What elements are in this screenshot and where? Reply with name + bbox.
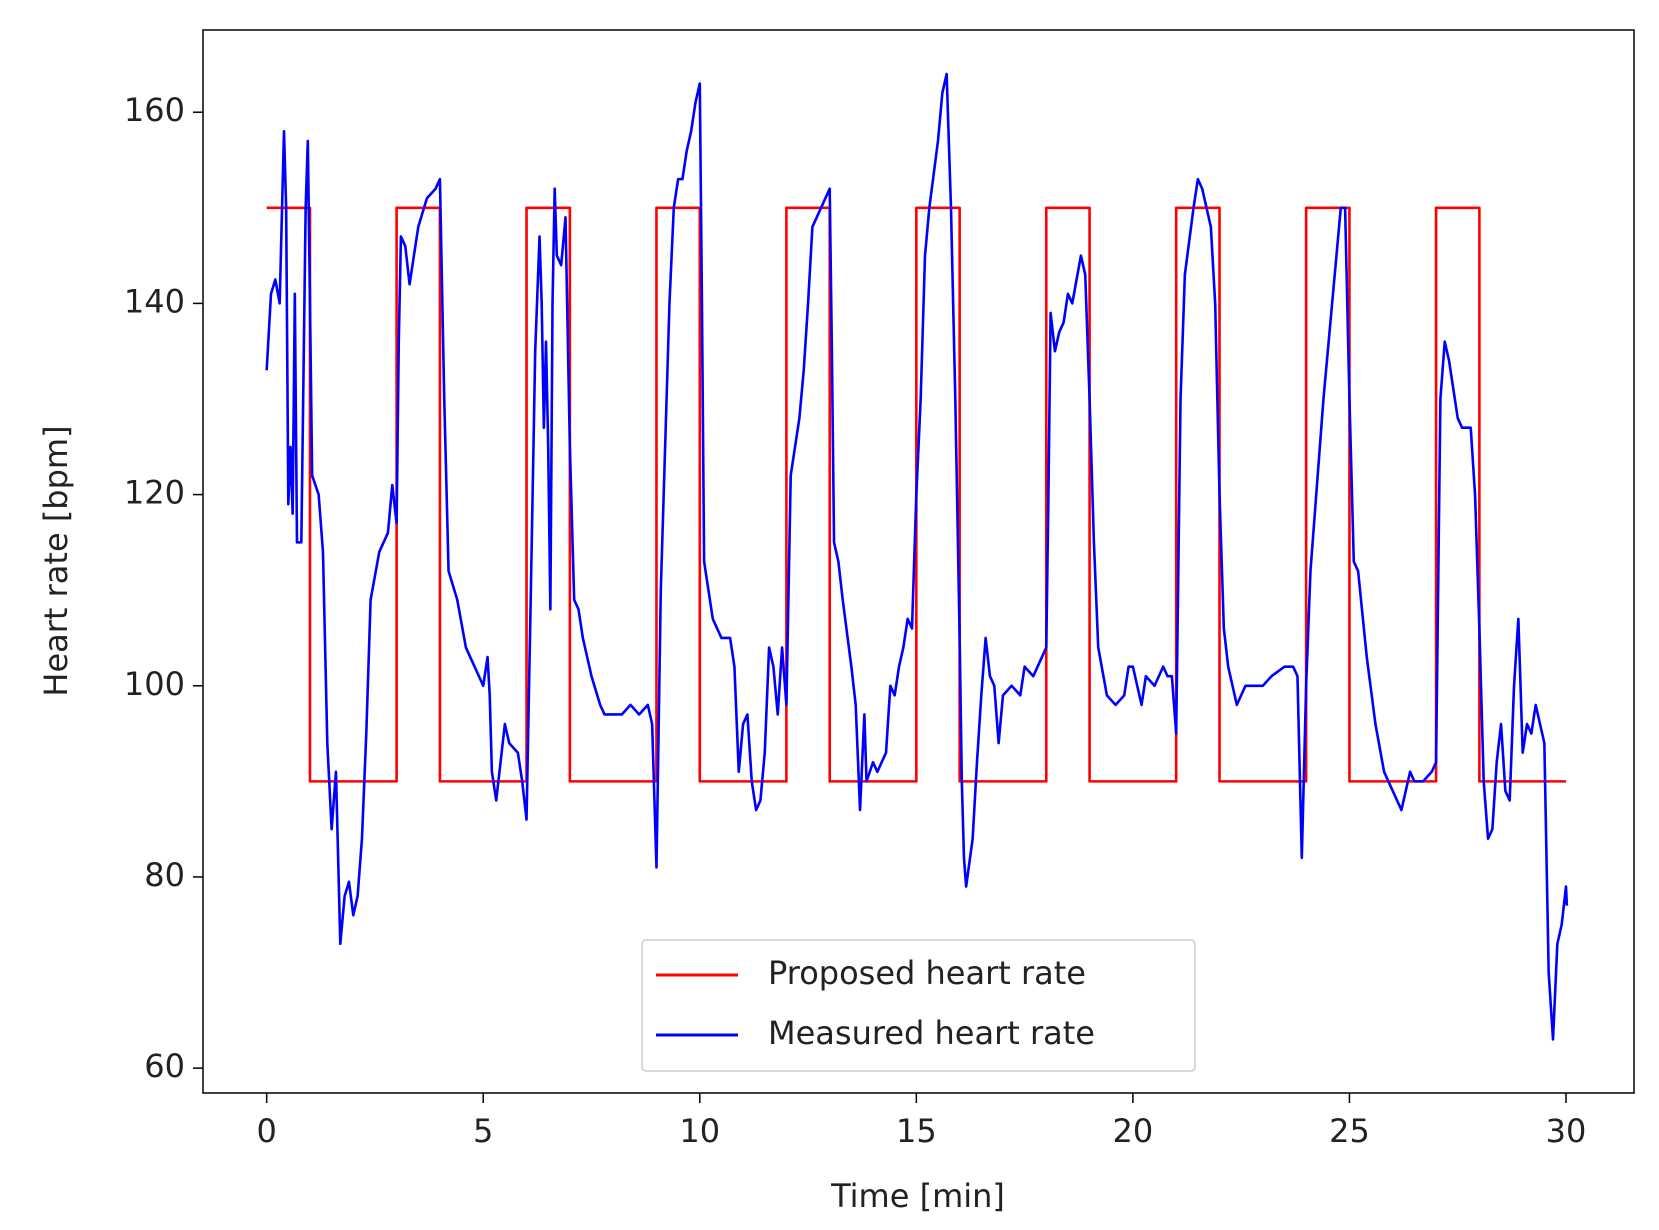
- x-tick-label: 30: [1546, 1112, 1587, 1150]
- y-tick-label: 120: [124, 474, 185, 512]
- x-tick-label: 10: [679, 1112, 720, 1150]
- x-tick-label: 20: [1113, 1112, 1154, 1150]
- legend: Proposed heart rate Measured heart rate: [641, 939, 1196, 1072]
- x-tick-label: 0: [256, 1112, 276, 1150]
- y-tick-label: 140: [124, 282, 185, 320]
- y-axis-label: Heart rate [bpm]: [37, 425, 75, 696]
- x-tick-label: 25: [1329, 1112, 1370, 1150]
- y-tick-label: 80: [144, 856, 185, 894]
- y-tick-label: 160: [124, 91, 185, 129]
- legend-box: [641, 939, 1196, 1072]
- plot-frame: [202, 29, 1635, 1094]
- legend-label: Measured heart rate: [768, 1014, 1095, 1052]
- legend-label: Proposed heart rate: [768, 954, 1086, 992]
- x-tick-label: 5: [473, 1112, 493, 1150]
- y-tick-label: 60: [144, 1047, 185, 1085]
- x-axis-label: Time [min]: [830, 1177, 1005, 1215]
- y-tick-label: 100: [124, 665, 185, 703]
- x-tick-label: 15: [896, 1112, 937, 1150]
- series-line: [265, 72, 1569, 1041]
